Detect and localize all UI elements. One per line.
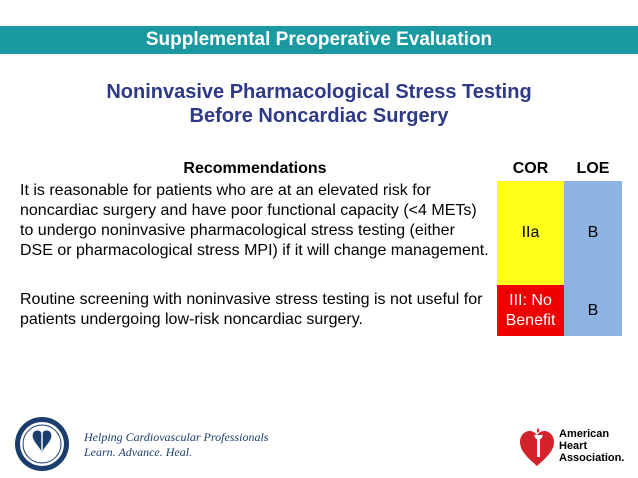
slide-title: Noninvasive Pharmacological Stress Testi… [0,80,638,128]
aha-line1: American [559,428,610,440]
loe-header: LOE [576,160,610,177]
section-banner: Supplemental Preoperative Evaluation [0,26,638,54]
acc-tagline-line2: Learn. Advance. Heal. [84,445,193,459]
acc-seal-icon [15,417,69,471]
recommendation-text: Routine screening with noninvasive stres… [20,291,483,328]
cor-cell: III: No Benefit [497,285,564,336]
banner-title: Supplemental Preoperative Evaluation [145,29,493,50]
loe-value: B [587,301,599,319]
acc-tagline-line1: Helping Cardiovascular Professionals [84,430,269,444]
cor-value: IIa [521,224,540,241]
cor-header: COR [512,160,549,177]
loe-cell: B [564,181,622,285]
cor-value: III: No Benefit [505,291,556,329]
slide-title-line2: Before Noncardiac Surgery [189,105,449,127]
recommendation-text: It is reasonable for patients who are at… [20,182,489,259]
heart-torch-icon [520,428,554,466]
aha-line2: Heart [559,440,588,452]
cor-cell: IIa [497,181,564,285]
slide-title-line1: Noninvasive Pharmacological Stress Testi… [106,81,532,103]
recommendations-header: Recommendations [183,160,327,177]
acc-tagline: Helping Cardiovascular Professionals Lea… [84,430,268,460]
aha-wordmark: American Heart Association. [559,428,634,464]
aha-line3: Association. [559,452,625,464]
loe-value: B [587,224,599,241]
loe-cell: B [564,285,622,336]
